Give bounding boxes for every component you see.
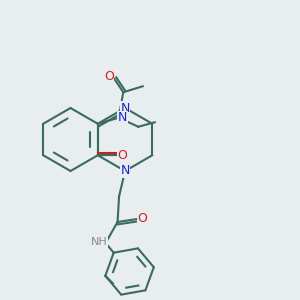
Text: NH: NH: [91, 237, 107, 248]
Text: O: O: [104, 70, 114, 83]
Text: N: N: [120, 164, 130, 178]
Text: O: O: [137, 212, 147, 226]
Text: O: O: [118, 149, 128, 162]
Text: N: N: [120, 101, 130, 115]
Text: N: N: [118, 111, 127, 124]
